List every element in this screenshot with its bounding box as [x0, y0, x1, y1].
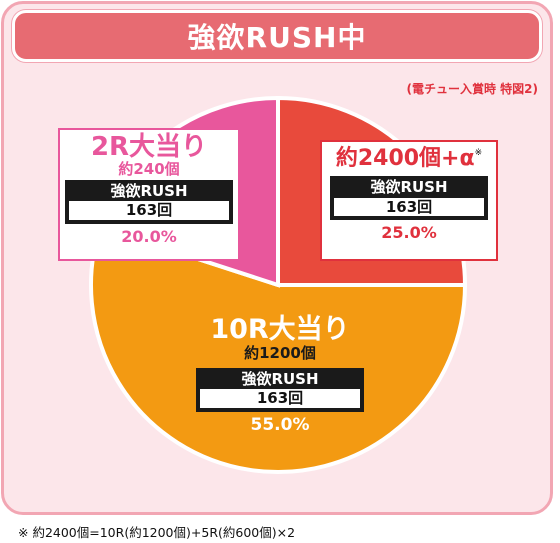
slice-label: 10R大当り: [210, 314, 350, 345]
label-group-10r: 10R大当り 約1200個 強欲RUSH 163回 55.0%: [188, 316, 372, 435]
slice-percent: 20.0%: [121, 226, 177, 246]
slice-percent: 55.0%: [250, 414, 310, 435]
label-card-2400: 約2400個+α※ 強欲RUSH 163回 25.0%: [320, 140, 498, 261]
note-mark: ※: [474, 148, 483, 158]
label-card-2r: 2R大当り 約240個 強欲RUSH 163回 20.0%: [58, 128, 240, 261]
rush-label: 強欲RUSH: [241, 369, 319, 388]
rush-count: 163回: [334, 197, 484, 217]
footnote: ※ 約2400個=10R(約1200個)+5R(約600個)×2: [18, 525, 296, 540]
rush-box: 強欲RUSH 163回: [65, 179, 233, 224]
slice-percent: 25.0%: [381, 223, 437, 243]
header-banner: 強欲RUSH中: [12, 10, 542, 62]
rush-count: 163回: [200, 389, 360, 408]
slice-label: 約2400個+α: [335, 146, 475, 171]
slice-sublabel: 約1200個: [244, 344, 316, 362]
chart-subtitle: (電チュー入賞時 特図2): [406, 82, 539, 96]
rush-box: 強欲RUSH 163回: [330, 176, 488, 221]
slice-label: 2R大当り: [90, 132, 208, 162]
slice-sublabel: 約240個: [118, 160, 180, 178]
rush-label: 強欲RUSH: [370, 178, 448, 196]
rush-count: 163回: [69, 201, 229, 220]
rush-box: 強欲RUSH 163回: [196, 367, 364, 412]
chart-title: 強欲RUSH中: [187, 21, 367, 54]
rush-label: 強欲RUSH: [110, 181, 188, 200]
pie-slice-1: [89, 224, 468, 474]
